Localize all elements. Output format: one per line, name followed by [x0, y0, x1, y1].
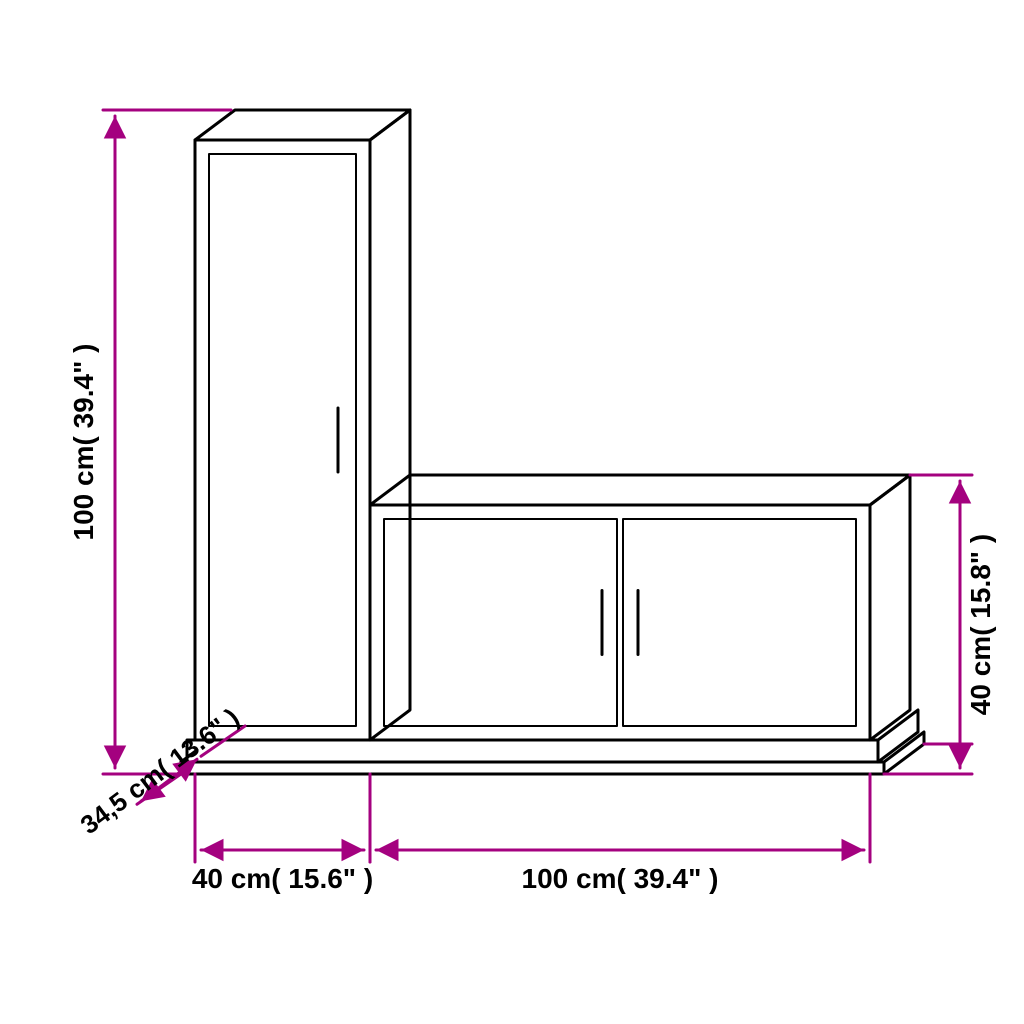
dim-label-height-100: 100 cm( 39.4" ) — [68, 344, 99, 541]
dim-label-width-40: 40 cm( 15.6" ) — [192, 863, 373, 894]
cabinet-outline-group — [181, 110, 924, 774]
dim-label-height-40: 40 cm( 15.8" ) — [965, 534, 996, 715]
dim-label-width-100: 100 cm( 39.4" ) — [522, 863, 719, 894]
dimension-lines-group — [103, 110, 972, 862]
furniture-dimension-drawing: 100 cm( 39.4" ) 40 cm( 15.8" ) 100 cm( 39.… — [0, 0, 1024, 1024]
dim-label-depth-34-5: 34,5 cm( 13.6" ) — [75, 702, 245, 840]
diagram-stage: 100 cm( 39.4" ) 40 cm( 15.8" ) 100 cm( 39.… — [0, 0, 1024, 1024]
